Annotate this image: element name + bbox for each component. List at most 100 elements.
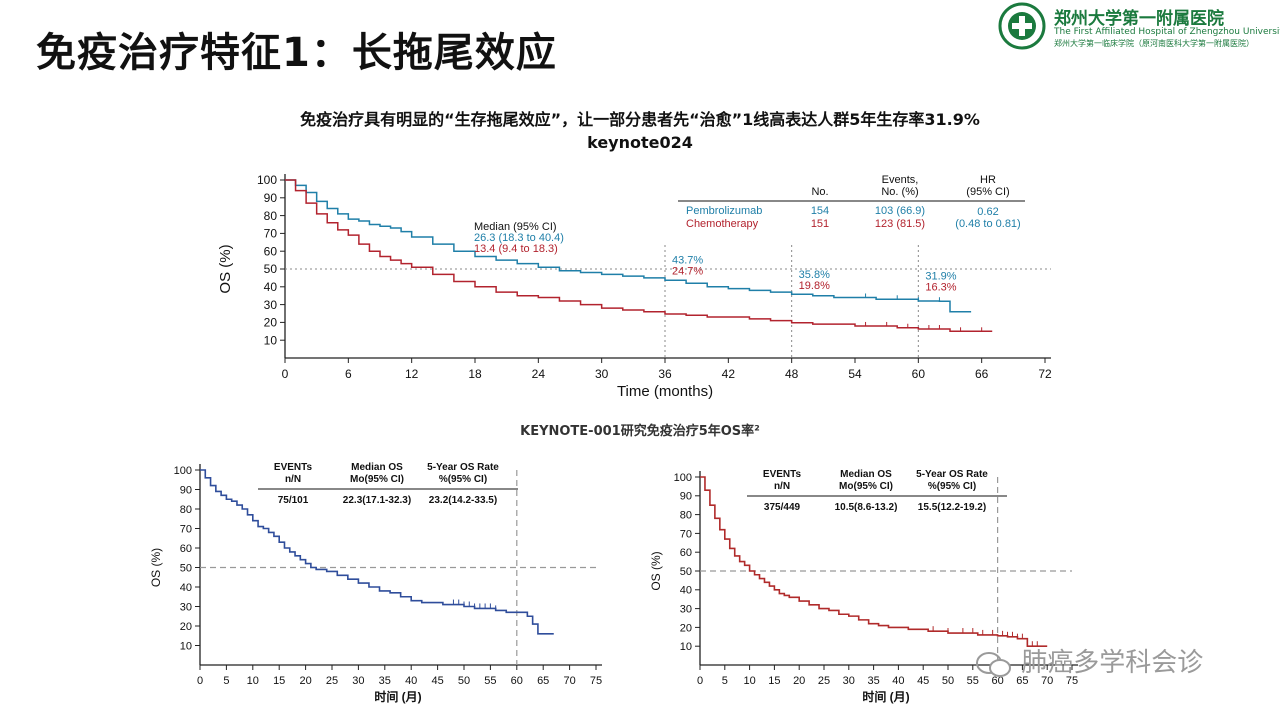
wechat-icon bbox=[976, 651, 1011, 677]
x-tick-label: 45 bbox=[917, 675, 929, 687]
y-axis-label: OS (%) bbox=[149, 548, 163, 587]
x-tick-label: 45 bbox=[431, 675, 443, 687]
table-value: 10.5(8.6-13.2) bbox=[835, 502, 898, 513]
y-tick-label: 100 bbox=[257, 173, 277, 187]
x-tick-label: 40 bbox=[405, 675, 417, 687]
x-tick-label: 10 bbox=[247, 675, 259, 687]
x-tick-label: 20 bbox=[299, 675, 311, 687]
x-axis-label: 时间 (月) bbox=[862, 689, 909, 704]
table-value: 375/449 bbox=[764, 502, 801, 513]
y-tick-label: 80 bbox=[180, 504, 192, 516]
x-tick-label: 65 bbox=[1016, 675, 1028, 687]
y-tick-label: 90 bbox=[680, 491, 692, 503]
x-tick-label: 6 bbox=[345, 367, 352, 381]
table-header-events: Events, bbox=[882, 174, 919, 186]
table-header-line2: n/N bbox=[774, 481, 790, 492]
x-tick-label: 35 bbox=[867, 675, 879, 687]
x-tick-label: 30 bbox=[843, 675, 855, 687]
x-tick-label: 48 bbox=[785, 367, 799, 381]
watermark: 肺癌多学科会诊 bbox=[975, 642, 1203, 679]
x-tick-label: 66 bbox=[975, 367, 989, 381]
x-tick-label: 42 bbox=[722, 367, 736, 381]
table-header-line2: Mo(95% CI) bbox=[839, 481, 893, 492]
table-header-line1: EVENTs bbox=[763, 469, 802, 480]
hospital-logo: 郑州大学第一附属医院 The First Affiliated Hospital… bbox=[994, 2, 1280, 50]
median-pembro: 26.3 (18.3 to 40.4) bbox=[474, 232, 564, 244]
survival-rate-pembro-label: 35.8% bbox=[799, 269, 830, 281]
y-tick-label: 90 bbox=[180, 484, 192, 496]
table-header-line2: %(95% CI) bbox=[928, 481, 976, 492]
x-tick-label: 25 bbox=[326, 675, 338, 687]
table-header-line2: Mo(95% CI) bbox=[350, 474, 404, 485]
y-axis-label: OS (%) bbox=[649, 551, 663, 590]
hospital-emblem-icon bbox=[998, 2, 1046, 50]
table-header-hr-2: (95% CI) bbox=[966, 186, 1009, 198]
x-tick-label: 12 bbox=[405, 367, 419, 381]
y-tick-label: 100 bbox=[174, 465, 192, 477]
y-tick-label: 60 bbox=[680, 547, 692, 559]
y-tick-label: 40 bbox=[264, 280, 278, 294]
survival-rate-pembro-label: 31.9% bbox=[925, 271, 956, 283]
y-tick-label: 20 bbox=[180, 621, 192, 633]
y-tick-label: 60 bbox=[264, 244, 278, 258]
x-tick-label: 0 bbox=[697, 675, 703, 687]
x-tick-label: 60 bbox=[912, 367, 926, 381]
survival-rate-chemo-label: 16.3% bbox=[925, 282, 956, 294]
km-curve bbox=[700, 476, 1048, 647]
y-tick-label: 100 bbox=[674, 472, 692, 484]
x-tick-label: 65 bbox=[537, 675, 549, 687]
x-tick-label: 35 bbox=[379, 675, 391, 687]
table-header-line1: 5-Year OS Rate bbox=[427, 462, 499, 473]
y-tick-label: 70 bbox=[264, 227, 278, 241]
table-value: 23.2(14.2-33.5) bbox=[429, 495, 497, 506]
x-tick-label: 60 bbox=[511, 675, 523, 687]
hospital-name: 郑州大学第一附属医院 bbox=[1054, 9, 1224, 29]
slide-subtitle: 免疫治疗具有明显的“生存拖尾效应”，让一部分患者先“治愈”1线高表达人群5年生存… bbox=[300, 110, 980, 129]
x-tick-label: 40 bbox=[892, 675, 904, 687]
keynote001-caption: KEYNOTE-001研究免疫治疗5年OS率² bbox=[520, 424, 760, 439]
y-tick-label: 10 bbox=[264, 333, 278, 347]
x-tick-label: 30 bbox=[352, 675, 364, 687]
y-tick-label: 70 bbox=[180, 523, 192, 535]
hospital-subname: 郑州大学第一临床学院（原河南医科大学第一附属医院） bbox=[1054, 39, 1254, 48]
km-curve bbox=[200, 469, 554, 635]
table-header-hr: HR bbox=[980, 174, 996, 186]
survival-rate-chemo-label: 19.8% bbox=[799, 280, 830, 292]
median-label: Median (95% CI) bbox=[474, 221, 557, 233]
table-row-name: Pembrolizumab bbox=[686, 205, 762, 217]
survival-rate-chemo-label: 24.7% bbox=[672, 266, 703, 278]
table-header-no: No. bbox=[811, 186, 828, 198]
y-tick-label: 50 bbox=[264, 262, 278, 276]
x-tick-label: 72 bbox=[1038, 367, 1052, 381]
y-tick-label: 10 bbox=[680, 641, 692, 653]
y-tick-label: 80 bbox=[264, 209, 278, 223]
y-tick-label: 50 bbox=[680, 566, 692, 578]
y-tick-label: 80 bbox=[680, 509, 692, 521]
x-tick-label: 50 bbox=[942, 675, 954, 687]
x-tick-label: 60 bbox=[991, 675, 1003, 687]
x-tick-label: 54 bbox=[848, 367, 862, 381]
y-tick-label: 90 bbox=[264, 191, 278, 205]
table-row-no: 154 bbox=[811, 205, 829, 217]
table-row-events: 123 (81.5) bbox=[875, 218, 925, 230]
table-row-name: Chemotherapy bbox=[686, 218, 759, 230]
x-tick-label: 50 bbox=[458, 675, 470, 687]
x-tick-label: 18 bbox=[468, 367, 482, 381]
x-tick-label: 10 bbox=[743, 675, 755, 687]
table-header-line1: Median OS bbox=[351, 462, 403, 473]
x-tick-label: 15 bbox=[273, 675, 285, 687]
study-name: keynote024 bbox=[587, 133, 693, 152]
x-axis-label: 时间 (月) bbox=[374, 689, 421, 704]
table-header-line2: %(95% CI) bbox=[439, 474, 487, 485]
table-header-line1: 5-Year OS Rate bbox=[916, 469, 988, 480]
table-value: 22.3(17.1-32.3) bbox=[343, 495, 411, 506]
keynote001-left-os-chart: 10 20 30 40 50 60 70 80 90 100 0 5 10 15 20 25 30 35 40 45 5… bbox=[149, 462, 602, 704]
table-value: 75/101 bbox=[278, 495, 309, 506]
table-row-no: 151 bbox=[811, 218, 829, 230]
km-curve-chemotherapy bbox=[285, 179, 993, 333]
hospital-english-name: The First Affiliated Hospital of Zhengzh… bbox=[1054, 27, 1280, 37]
y-tick-label: 10 bbox=[180, 640, 192, 652]
y-tick-label: 30 bbox=[180, 601, 192, 613]
x-tick-label: 0 bbox=[197, 675, 203, 687]
x-tick-label: 70 bbox=[1041, 675, 1053, 687]
